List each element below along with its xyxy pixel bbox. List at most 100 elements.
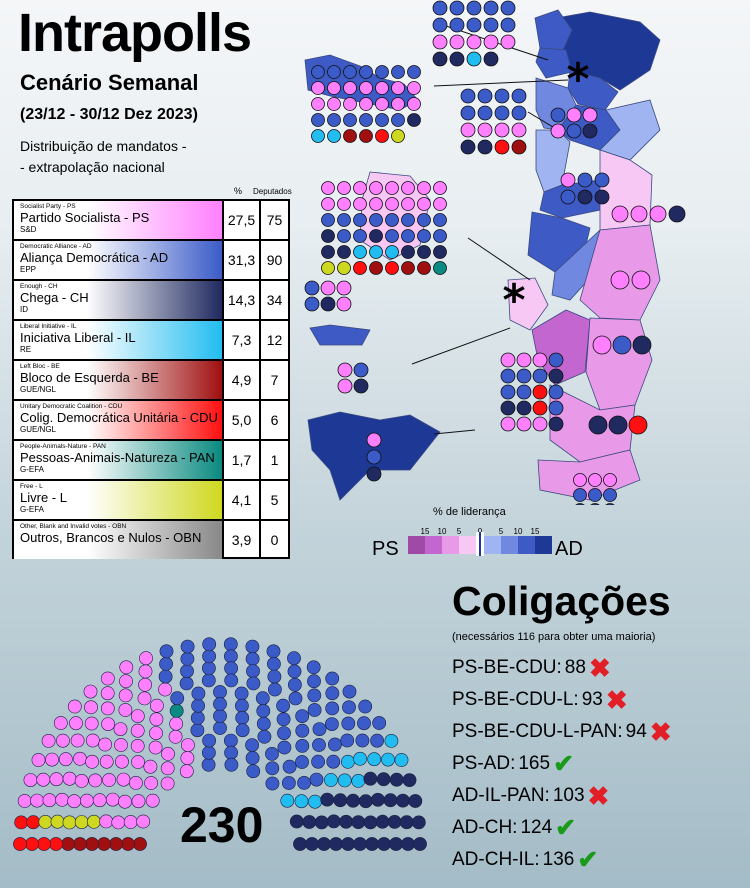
- district-seat-dot: [612, 335, 632, 355]
- district-seat-dot: [366, 449, 382, 465]
- seat-dot-BE: [85, 837, 99, 851]
- district-seat-dot: [320, 296, 336, 312]
- seat-dot-AD: [309, 772, 324, 787]
- district-seat-dot: [460, 122, 476, 138]
- coalition-item: AD-CH: 124 ✔: [452, 812, 672, 844]
- header-percent: %: [234, 186, 243, 196]
- district-seat-dot: [566, 107, 582, 123]
- seat-dot-L: [74, 815, 89, 829]
- party-percent: 4,9: [224, 361, 261, 399]
- seat-dot-PS: [45, 752, 59, 767]
- district-seat-dot: [466, 17, 482, 33]
- district-seat-dot: [532, 352, 548, 368]
- seat-dot-PS: [180, 738, 195, 752]
- district-seat-dot: [320, 280, 336, 296]
- district-seat-dot: [631, 270, 651, 290]
- scale-tick-label: 10: [514, 527, 523, 536]
- district-seat-dot: [369, 197, 383, 211]
- district-seat-dot: [532, 368, 548, 384]
- party-seats: 0: [270, 532, 279, 548]
- district-seat-dot: [311, 97, 325, 111]
- district-seat-dot: [337, 378, 353, 394]
- district-seat-dot: [500, 352, 516, 368]
- cross-icon: ✖: [605, 685, 628, 715]
- seat-dot-PS: [98, 737, 112, 752]
- seat-dot-CH: [387, 814, 402, 829]
- seat-dot-PS: [17, 794, 32, 808]
- scale-tick-label: 10: [438, 527, 447, 536]
- district-seat-dot: [550, 123, 566, 139]
- seat-dot-PS: [92, 793, 107, 808]
- seat-dot-PS: [30, 793, 44, 808]
- seat-dot-AD: [202, 637, 217, 652]
- seat-dot-PS: [130, 739, 145, 753]
- district-seat-dot: [582, 123, 598, 139]
- seat-dot-PS: [102, 773, 116, 787]
- district-seat-dot: [500, 368, 516, 384]
- page-title: Intrapolls: [18, 3, 252, 63]
- scale-tick-label: 0: [478, 527, 483, 536]
- coalition-label: AD-CH-IL:: [452, 849, 540, 870]
- seat-dot-AD: [202, 733, 216, 748]
- district-seat-dot: [477, 139, 493, 155]
- seat-dot-AD: [223, 637, 238, 652]
- seat-dot-AD: [201, 745, 216, 760]
- seat-dot-PS: [118, 688, 133, 703]
- party-name-cell: Socialist Party - PS Partido Socialista -…: [14, 201, 224, 239]
- seat-dot-AD: [326, 754, 341, 769]
- party-seats: 34: [266, 292, 283, 308]
- district-seat-dot: [532, 400, 548, 416]
- seat-dot-AD: [282, 759, 297, 774]
- seat-dot-AD: [311, 754, 325, 769]
- map-legend-title: % de liderança: [433, 506, 506, 518]
- party-portuguese-name: Chega - CH: [20, 290, 89, 305]
- district-seat-dot: [359, 81, 373, 95]
- district-seat-dot: [466, 51, 482, 67]
- seat-dot-AD: [358, 699, 373, 714]
- seat-dot-AD: [355, 733, 370, 748]
- seat-dot-AD: [246, 676, 261, 691]
- party-portuguese-name: Pessoas-Animais-Natureza - PAN: [20, 450, 215, 465]
- party-row: Unitary Democratic Coalition - CDU Colig.…: [12, 399, 290, 439]
- leader-line: [433, 429, 476, 435]
- seat-dot-PS: [161, 747, 175, 761]
- seat-dot-CDU: [49, 837, 63, 851]
- seat-dot-IL: [381, 752, 395, 767]
- district-seat-dot: [575, 503, 585, 505]
- seat-dot-PS: [115, 754, 129, 769]
- district-seat-dot: [366, 432, 382, 448]
- seat-dot-CH: [289, 814, 304, 829]
- party-english-name: Socialist Party - PS: [20, 203, 76, 210]
- seat-dot-CDU: [26, 815, 41, 830]
- map-legend-ad-label: AD: [555, 538, 583, 560]
- district-seat-dot: [337, 213, 351, 227]
- scale-tick-label: 5: [499, 527, 504, 536]
- seat-dot-PS: [158, 682, 172, 697]
- seat-dot-CH: [365, 837, 379, 851]
- party-portuguese-name: Bloco de Esquerda - BE: [20, 370, 159, 385]
- district-seat-dot: [433, 229, 447, 243]
- coalition-seats: 165: [518, 753, 551, 774]
- seat-dot-AD: [295, 709, 310, 723]
- party-seats: 1: [270, 452, 279, 468]
- seat-dot-PS: [69, 716, 83, 731]
- district-seat-dot: [460, 88, 476, 104]
- seat-dot-AD: [307, 703, 322, 717]
- district-seat-dot: [532, 416, 548, 432]
- seat-dot-L: [62, 815, 77, 830]
- map-star-markers: **: [502, 54, 589, 326]
- coalition-seats: 136: [542, 849, 575, 870]
- district-seat-dot: [366, 466, 382, 482]
- district-seat-dot: [573, 473, 587, 487]
- seat-dot-PS: [144, 776, 158, 790]
- district-seat-dot: [630, 205, 648, 223]
- azores-region: [309, 324, 371, 346]
- seat-dot-PS: [118, 794, 132, 809]
- seat-dot-AD: [288, 691, 303, 706]
- district-seat-dot: [369, 213, 383, 227]
- district-seat-dot: [327, 113, 341, 127]
- seat-dot-PS: [80, 793, 94, 808]
- seat-dot-AD: [190, 711, 205, 725]
- district-seat-dot: [336, 280, 352, 296]
- coalition-label: PS-AD:: [452, 753, 516, 774]
